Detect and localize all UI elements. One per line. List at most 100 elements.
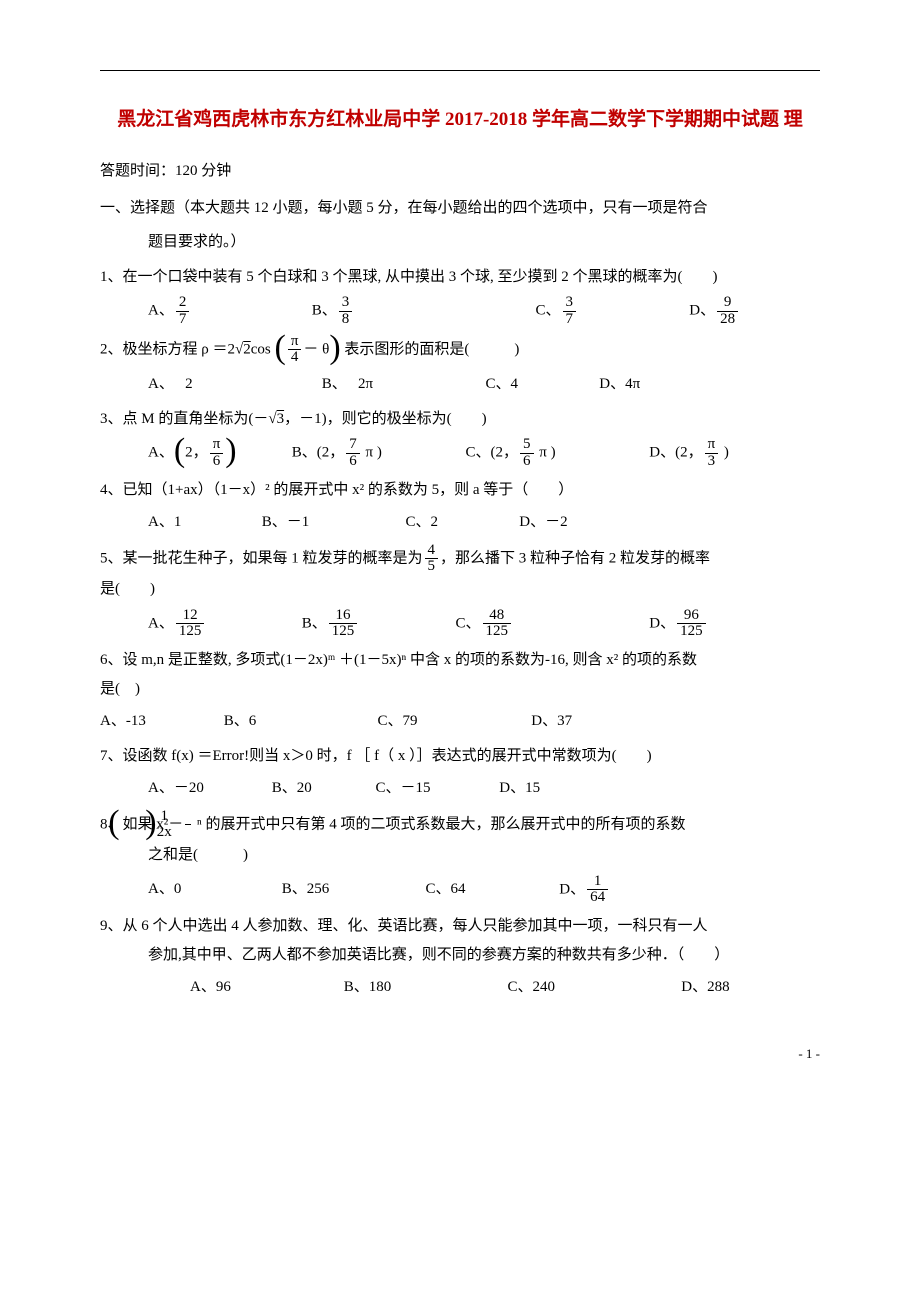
q2-options: A、 2 B、 2π C、4 D、4π [100,370,820,399]
q3a-a: 2， [185,445,208,461]
q2-mid2: － θ [303,341,329,357]
q9-options: A、96 B、180 C、240 D、288 [100,973,820,1002]
q3-text: 3、点 M 的直角坐标为(－√3，－1)，则它的极坐标为( ) [100,405,820,434]
q5c-pre: C、 [456,615,481,631]
q2-sqrt: 2 [243,341,251,357]
page-number: - 1 - [100,1042,820,1067]
q6b: B、6 [224,707,374,736]
q2-mid1: cos [251,341,275,357]
q5-pre: 5、某一批花生种子，如果每 1 粒发芽的概率是为 [100,550,423,566]
q5-num: 4 [425,543,439,559]
q5a-den: 125 [176,623,205,640]
q1b-num: 3 [339,295,353,311]
q4b: B、－1 [262,508,402,537]
q1b-label: B、 [312,303,337,319]
q2c: C、4 [486,370,596,399]
q1c-label: C、 [536,303,561,319]
q4a: A、1 [148,508,258,537]
q5d-den: 125 [677,623,706,640]
page-title: 黑龙江省鸡西虎林市东方红林业局中学 2017-2018 学年高二数学下学期期中试… [100,101,820,139]
q2-frac-den: 4 [288,349,302,366]
q5a-pre: A、 [148,615,174,631]
q6a: A、-13 [100,707,220,736]
q2d: D、4π [599,370,640,399]
q3-post: ，－1)，则它的极坐标为( ) [284,411,487,427]
q1a-den: 7 [176,311,190,328]
q1b-den: 8 [339,311,353,328]
q6-options: A、-13 B、6 C、79 D、37 [100,707,820,736]
q8b: B、256 [282,875,422,904]
q1a-label: A、 [148,303,174,319]
q1-options: A、27 B、38 C、37 D、928 [100,295,820,328]
q3a-den: 6 [210,453,224,470]
q1d-label: D、 [689,303,715,319]
q1a-num: 2 [176,295,190,311]
q3-sqrt: 3 [277,411,285,427]
q9-l1: 9、从 6 个人中选出 4 人参加数、理、化、英语比赛，每人只能参加其中一项，一… [100,912,820,941]
q8d-den: 64 [587,889,608,906]
q5-den: 5 [425,558,439,575]
q3d-pre: D、(2， [649,445,702,461]
q3c-pre: C、(2， [466,445,519,461]
q9c: C、240 [508,973,678,1002]
section1-intro2: 题目要求的。） [100,228,820,257]
q3c-den: 6 [520,453,534,470]
q2b: B、 2π [322,370,482,399]
q3b-post: π ) [362,445,382,461]
q8-line2: 之和是( ) [100,841,820,870]
q8d-num: 1 [587,874,608,890]
q7c: C、－15 [376,774,496,803]
q1c-num: 3 [563,295,577,311]
q7-options: A、－20 B、20 C、－15 D、15 [100,774,820,803]
q5a-num: 12 [176,608,205,624]
q1d-num: 9 [717,295,738,311]
top-rule [100,70,820,71]
q4d: D、－2 [519,508,567,537]
q8a: A、0 [148,875,278,904]
q5-text: 5、某一批花生种子，如果每 1 粒发芽的概率是为45，那么播下 3 粒种子恰有 … [100,543,820,576]
q8-post1: ⁿ 的展开式中只有第 4 项的二项式系数最大，那么展开式中的所有项的系数 [193,816,685,832]
q6d: D、37 [531,707,572,736]
q4-text: 4、已知（1+ax）（1－x）² 的展开式中 x² 的系数为 5，则 a 等于（… [100,476,820,505]
q5-post: ，那么播下 3 粒种子恰有 2 粒发芽的概率 [440,550,710,566]
q2a: A、 2 [148,370,318,399]
q9d: D、288 [681,973,729,1002]
q9-l2: 参加,其中甲、乙两人都不参加英语比赛，则不同的参赛方案的种数共有多少种．（ ） [100,941,820,970]
q3b-pre: B、(2， [292,445,345,461]
q9b: B、180 [344,973,504,1002]
q6-l1: 6、设 m,n 是正整数, 多项式(1－2x)ᵐ ＋(1－5x)ⁿ 中含 x 的… [100,646,820,675]
q1d-den: 28 [717,311,738,328]
q2-post: 表示图形的面积是( ) [341,341,520,357]
q5d-pre: D、 [649,615,675,631]
q5c-num: 48 [483,608,512,624]
q8-inner-num: 1 [185,809,191,825]
q3b-den: 6 [346,453,360,470]
q4c: C、2 [406,508,516,537]
q1c-den: 7 [563,311,577,328]
q5-options: A、12125 B、16125 C、48125 D、96125 [100,608,820,641]
q1-text: 1、在一个口袋中装有 5 个白球和 3 个黑球, 从中摸出 3 个球, 至少摸到… [100,263,820,292]
q7d: D、15 [499,774,540,803]
q5-line2: 是( ) [100,575,820,604]
q6c: C、79 [378,707,528,736]
q3d-post: ) [720,445,729,461]
q8-text: 8、如果 (x²－12x) ⁿ 的展开式中只有第 4 项的二项式系数最大，那么展… [100,809,820,842]
q3d-den: 3 [705,453,719,470]
q5b-pre: B、 [302,615,327,631]
q6-l2: 是( ) [100,675,820,704]
q2-pre: 2、极坐标方程 ρ ＝2 [100,341,235,357]
q3d-num: π [705,437,719,453]
q8c: C、64 [426,875,556,904]
q4-options: A、1 B、－1 C、2 D、－2 [100,508,820,537]
q7b: B、20 [272,774,372,803]
section1-intro1: 一、选择题（本大题共 12 小题，每小题 5 分，在每小题给出的四个选项中，只有… [100,194,820,223]
q9a: A、96 [190,973,340,1002]
q8-inner-den: 2x [185,824,191,841]
q3a-num: π [210,437,224,453]
exam-time: 答题时间：120 分钟 [100,157,820,186]
q3c-num: 5 [520,437,534,453]
q3-pre: 3、点 M 的直角坐标为(－ [100,411,268,427]
q2-frac-num: π [288,334,302,350]
q7a: A、－20 [148,774,268,803]
q7-text: 7、设函数 f(x) ＝Error!则当 x＞0 时，f ［ f（ x ）］表达… [100,742,820,771]
